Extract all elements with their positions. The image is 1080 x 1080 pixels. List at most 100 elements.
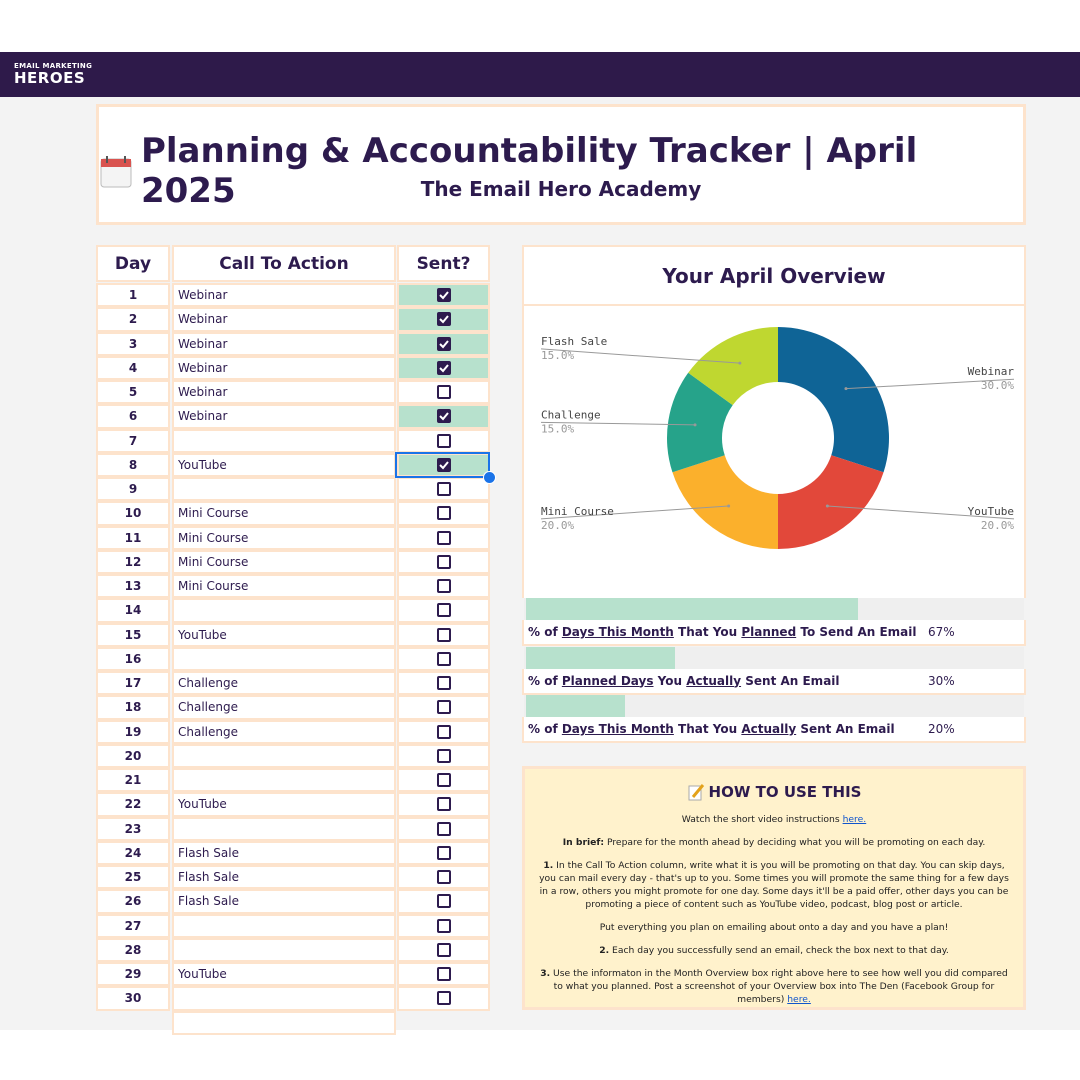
check-mark <box>438 339 449 349</box>
text: 2. <box>599 945 610 956</box>
day-cell: 6 <box>96 404 170 429</box>
cta-cell: Flash Sale <box>172 865 396 890</box>
day-cell: 1 <box>96 283 170 308</box>
cta-cell <box>172 937 396 962</box>
cta-text: YouTube <box>178 627 227 642</box>
cta-cell: Webinar <box>172 355 396 380</box>
checkbox[interactable] <box>436 724 451 739</box>
cta-cell <box>172 598 396 623</box>
sent-cell <box>397 792 490 817</box>
slice-value: 20.0% <box>981 519 1014 532</box>
how-to-box: HOW TO USE THIS Watch the short video in… <box>522 766 1026 1010</box>
checkbox[interactable] <box>436 506 451 521</box>
stat-label-part: Days This Month <box>561 625 674 639</box>
cta-cell: Webinar <box>172 307 396 332</box>
sent-cell <box>397 501 490 526</box>
checkbox[interactable] <box>436 288 451 303</box>
cta-text: Webinar <box>178 385 228 400</box>
checkbox[interactable] <box>436 530 451 545</box>
cta-text: Webinar <box>178 409 228 424</box>
calendar-icon <box>100 156 132 188</box>
checkbox[interactable] <box>436 433 451 448</box>
checkbox[interactable] <box>436 336 451 351</box>
checkbox[interactable] <box>436 409 451 424</box>
checkbox[interactable] <box>436 360 451 375</box>
sent-cell <box>397 889 490 914</box>
leader-line <box>540 421 696 426</box>
memo-icon <box>688 784 704 801</box>
day-cell: 30 <box>96 986 170 1011</box>
sent-cell <box>397 719 490 744</box>
sent-cell <box>397 962 490 987</box>
checkbox[interactable] <box>436 821 451 836</box>
sent-cell <box>397 816 490 841</box>
day-cell: 28 <box>96 937 170 962</box>
stat-label-part: % of <box>528 625 562 639</box>
cta-cell: Webinar <box>172 404 396 429</box>
checkbox[interactable] <box>436 967 451 982</box>
checkbox[interactable] <box>436 700 451 715</box>
link[interactable]: here. <box>787 994 811 1005</box>
title-row: Planning & Accountability Tracker | Apri… <box>99 131 1023 211</box>
selection-handle <box>483 471 496 484</box>
leader-line <box>827 505 1015 520</box>
stat-value: 30% <box>928 673 955 688</box>
stat-bar <box>526 598 859 620</box>
cta-text: Challenge <box>178 676 238 691</box>
checkbox[interactable] <box>436 603 451 618</box>
cta-cell: Challenge <box>172 671 396 696</box>
sent-cell <box>397 913 490 938</box>
stat-value: 20% <box>928 722 955 736</box>
how-to-paragraph: Watch the short video instructions here. <box>539 813 1009 826</box>
checkbox[interactable] <box>436 773 451 788</box>
check-mark <box>438 364 449 373</box>
checkbox[interactable] <box>436 312 451 327</box>
link[interactable]: here. <box>842 814 867 825</box>
checkbox[interactable] <box>436 627 451 642</box>
checkbox[interactable] <box>436 676 451 691</box>
sent-cell <box>397 574 490 599</box>
sent-cell <box>397 355 490 380</box>
checkbox[interactable] <box>436 579 451 594</box>
day-cell: 17 <box>96 671 170 696</box>
checkbox[interactable] <box>436 894 451 909</box>
cta-text: Webinar <box>178 312 228 327</box>
sent-cell <box>397 477 490 502</box>
day-cell: 12 <box>96 549 170 574</box>
checkbox[interactable] <box>436 870 451 885</box>
stat-bar <box>526 695 626 717</box>
text: 1. <box>543 860 554 871</box>
check-mark <box>438 291 449 300</box>
check-path <box>438 291 449 300</box>
checkbox[interactable] <box>436 651 451 666</box>
how-to-title: HOW TO USE THIS <box>708 782 862 801</box>
checkbox[interactable] <box>436 845 451 860</box>
day-cell: 19 <box>96 719 170 744</box>
blank-cell <box>172 1010 396 1035</box>
checkbox[interactable] <box>436 457 451 472</box>
checkbox[interactable] <box>436 918 451 933</box>
checkbox[interactable] <box>436 748 451 763</box>
day-cell: 21 <box>96 768 170 793</box>
cta-text: Mini Course <box>178 554 249 569</box>
day-cell: 27 <box>96 913 170 938</box>
day-cell: 3 <box>96 331 170 356</box>
checkbox[interactable] <box>436 385 451 400</box>
checkbox[interactable] <box>436 482 451 497</box>
check-mark <box>438 315 449 324</box>
cta-cell: Webinar <box>172 331 396 356</box>
leader-dot <box>693 423 697 427</box>
day-cell: 13 <box>96 574 170 599</box>
text: In the Call To Action column, write what… <box>539 860 1009 910</box>
day-cell: 18 <box>96 695 170 720</box>
checkbox[interactable] <box>436 991 451 1006</box>
checkbox[interactable] <box>436 797 451 812</box>
sent-cell <box>397 768 490 793</box>
day-cell: 7 <box>96 428 170 453</box>
top-bar: EMAIL MARKETING HEROES <box>0 52 1080 97</box>
checkbox[interactable] <box>436 554 451 569</box>
slice-value: 15.0% <box>541 349 574 362</box>
stat-label: % of Planned Days You Actually Sent An E… <box>524 674 928 688</box>
checkbox[interactable] <box>436 942 451 957</box>
